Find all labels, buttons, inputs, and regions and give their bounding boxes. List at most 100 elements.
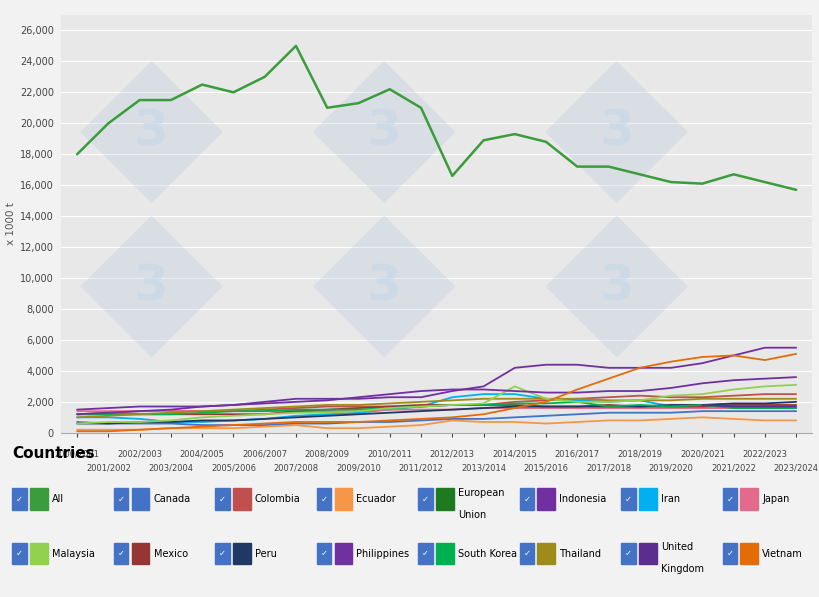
Text: United: United: [660, 542, 692, 552]
Polygon shape: [80, 216, 223, 358]
Text: European: European: [457, 488, 504, 498]
Text: Indonesia: Indonesia: [559, 494, 606, 504]
Text: 2002/2003: 2002/2003: [117, 450, 162, 458]
Text: 3: 3: [366, 263, 401, 310]
Text: 2003/2004: 2003/2004: [148, 463, 193, 472]
FancyBboxPatch shape: [722, 543, 736, 564]
Text: 2005/2006: 2005/2006: [210, 463, 256, 472]
FancyBboxPatch shape: [233, 488, 251, 510]
Text: ✓: ✓: [422, 549, 428, 558]
Y-axis label: x 1000 t: x 1000 t: [6, 202, 16, 245]
Text: ✓: ✓: [624, 495, 631, 504]
Text: ✓: ✓: [726, 549, 732, 558]
Text: Union: Union: [457, 510, 486, 520]
FancyBboxPatch shape: [638, 543, 656, 564]
FancyBboxPatch shape: [620, 543, 635, 564]
Text: ✓: ✓: [726, 495, 732, 504]
FancyBboxPatch shape: [12, 543, 27, 564]
FancyBboxPatch shape: [436, 543, 454, 564]
FancyBboxPatch shape: [436, 488, 454, 510]
FancyBboxPatch shape: [30, 488, 48, 510]
Polygon shape: [80, 61, 223, 203]
Text: 2011/2012: 2011/2012: [398, 463, 443, 472]
Text: ✓: ✓: [523, 549, 530, 558]
Text: 3: 3: [599, 108, 633, 156]
Text: ✓: ✓: [16, 549, 23, 558]
Polygon shape: [545, 216, 687, 358]
Text: ✓: ✓: [117, 549, 124, 558]
FancyBboxPatch shape: [418, 488, 432, 510]
Text: Malaysia: Malaysia: [52, 549, 95, 559]
Polygon shape: [313, 216, 455, 358]
Text: 2012/2013: 2012/2013: [429, 450, 474, 458]
FancyBboxPatch shape: [418, 543, 432, 564]
FancyBboxPatch shape: [233, 543, 251, 564]
FancyBboxPatch shape: [722, 488, 736, 510]
Text: 2021/2022: 2021/2022: [710, 463, 755, 472]
FancyBboxPatch shape: [740, 543, 758, 564]
Text: 2009/2010: 2009/2010: [336, 463, 381, 472]
FancyBboxPatch shape: [30, 543, 48, 564]
Polygon shape: [313, 61, 455, 203]
Text: All: All: [52, 494, 64, 504]
Text: 2022/2023: 2022/2023: [741, 450, 786, 458]
FancyBboxPatch shape: [519, 488, 534, 510]
FancyBboxPatch shape: [131, 543, 149, 564]
FancyBboxPatch shape: [215, 488, 229, 510]
FancyBboxPatch shape: [131, 488, 149, 510]
FancyBboxPatch shape: [638, 488, 656, 510]
Text: 2020/2021: 2020/2021: [679, 450, 724, 458]
Text: ✓: ✓: [523, 495, 530, 504]
Text: 2017/2018: 2017/2018: [586, 463, 631, 472]
FancyBboxPatch shape: [316, 488, 331, 510]
Text: 2016/2017: 2016/2017: [554, 450, 600, 458]
FancyBboxPatch shape: [519, 543, 534, 564]
Text: 2013/2014: 2013/2014: [460, 463, 505, 472]
FancyBboxPatch shape: [114, 488, 129, 510]
Text: ✓: ✓: [219, 495, 226, 504]
Text: Vietnam: Vietnam: [762, 549, 802, 559]
Text: 3: 3: [134, 263, 169, 310]
Text: Mexico: Mexico: [153, 549, 188, 559]
Text: Philippines: Philippines: [356, 549, 409, 559]
Text: ✓: ✓: [422, 495, 428, 504]
Text: ✓: ✓: [320, 495, 327, 504]
Text: ✓: ✓: [117, 495, 124, 504]
Text: Ecuador: Ecuador: [356, 494, 396, 504]
Polygon shape: [545, 61, 687, 203]
FancyBboxPatch shape: [740, 488, 758, 510]
Text: 2015/2016: 2015/2016: [523, 463, 568, 472]
Text: ✓: ✓: [624, 549, 631, 558]
Text: Thailand: Thailand: [559, 549, 600, 559]
Text: 2006/2007: 2006/2007: [242, 450, 287, 458]
Text: ✓: ✓: [320, 549, 327, 558]
FancyBboxPatch shape: [536, 543, 554, 564]
Text: Countries: Countries: [12, 447, 95, 461]
Text: Iran: Iran: [660, 494, 679, 504]
Text: Peru: Peru: [255, 549, 277, 559]
Text: 3: 3: [134, 108, 169, 156]
Text: Canada: Canada: [153, 494, 190, 504]
Text: 2023/2024: 2023/2024: [772, 463, 817, 472]
FancyBboxPatch shape: [12, 488, 27, 510]
Text: 2001/2002: 2001/2002: [86, 463, 131, 472]
FancyBboxPatch shape: [316, 543, 331, 564]
Text: Japan: Japan: [762, 494, 789, 504]
Text: 2014/2015: 2014/2015: [491, 450, 536, 458]
FancyBboxPatch shape: [215, 543, 229, 564]
Text: 2019/2020: 2019/2020: [648, 463, 693, 472]
FancyBboxPatch shape: [334, 543, 352, 564]
FancyBboxPatch shape: [334, 488, 352, 510]
Text: ✓: ✓: [16, 495, 23, 504]
Text: 2018/2019: 2018/2019: [617, 450, 662, 458]
Text: Colombia: Colombia: [255, 494, 301, 504]
Text: 3: 3: [599, 263, 633, 310]
Text: 2008/2009: 2008/2009: [305, 450, 350, 458]
FancyBboxPatch shape: [536, 488, 554, 510]
Text: 2004/2005: 2004/2005: [179, 450, 224, 458]
FancyBboxPatch shape: [620, 488, 635, 510]
Text: ✓: ✓: [219, 549, 226, 558]
FancyBboxPatch shape: [114, 543, 129, 564]
Text: South Korea: South Korea: [457, 549, 516, 559]
Text: 2007/2008: 2007/2008: [273, 463, 318, 472]
